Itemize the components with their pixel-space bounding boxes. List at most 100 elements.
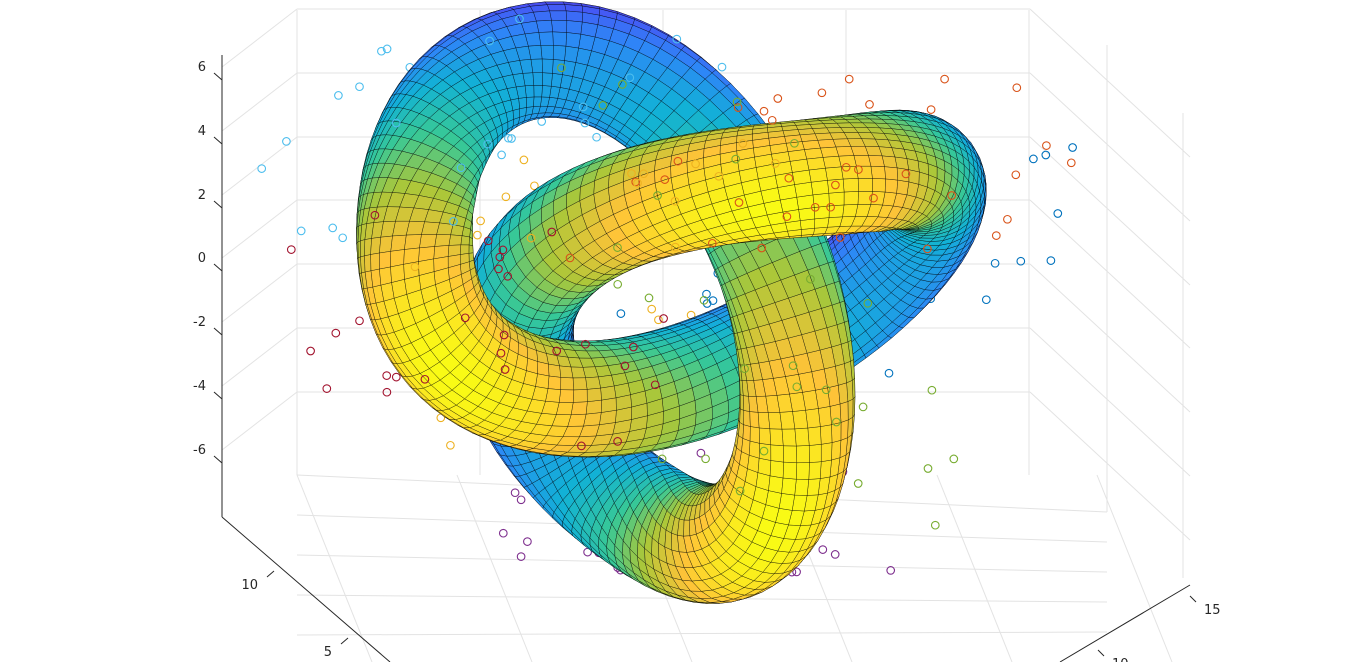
trefoil-surface: [356, 1, 987, 604]
surface-face: [533, 96, 542, 107]
x-tick-label: 10: [1112, 657, 1129, 662]
surface-face: [806, 478, 821, 496]
y-axis-ticks: 105: [241, 570, 349, 660]
surface-face: [565, 10, 583, 23]
scatter-marker: [830, 550, 840, 559]
surface-face: [548, 363, 561, 378]
surface-face: [560, 377, 574, 391]
surface-face: [533, 85, 543, 98]
scatter-marker: [1029, 154, 1038, 164]
grid-line: [456, 474, 533, 662]
scatter-marker: [516, 552, 526, 561]
scatter-marker: [949, 454, 959, 464]
scatter-marker: [1066, 158, 1076, 168]
surface-face: [757, 457, 772, 477]
surface-face: [601, 397, 617, 413]
scatter-marker: [498, 528, 508, 538]
grid-line: [296, 631, 1108, 636]
surface-face: [532, 72, 543, 86]
scatter-marker: [507, 134, 516, 143]
grid-line: [221, 391, 298, 451]
surface-face: [585, 399, 602, 415]
surface-face: [357, 240, 361, 258]
z-tick-label: -6: [193, 443, 206, 458]
scatter-marker: [990, 258, 1000, 268]
surface-face: [547, 4, 567, 12]
surface-face: [570, 366, 586, 379]
grid-line: [936, 474, 1013, 662]
grid-line: [296, 474, 373, 662]
scatter-marker: [530, 181, 539, 191]
grid-line: [221, 327, 298, 387]
surface-face: [831, 440, 842, 461]
scatter-marker: [616, 309, 626, 318]
z-tick-mark: [213, 136, 223, 145]
z-tick-label: 6: [198, 60, 206, 75]
surface-face: [536, 20, 553, 33]
grid-line: [221, 8, 298, 68]
surface-face: [792, 410, 808, 430]
z-tick-mark: [213, 327, 223, 336]
grid-line: [1029, 391, 1191, 541]
surface-face: [779, 411, 796, 430]
surface-face: [839, 401, 849, 423]
surface-face: [585, 376, 601, 390]
surface-face: [781, 477, 797, 496]
surface-face: [570, 401, 588, 415]
surface-face: [818, 406, 832, 427]
y-tick-mark: [340, 637, 349, 645]
surface-face: [552, 59, 565, 75]
scatter-marker: [1041, 150, 1051, 160]
surface-face: [794, 479, 809, 496]
surface-face: [600, 385, 617, 401]
surface-face: [572, 377, 588, 391]
surface-face: [778, 493, 795, 511]
surface-face: [794, 427, 810, 447]
grid-line: [1029, 136, 1191, 286]
surface-face: [757, 412, 771, 429]
surface-face: [805, 408, 821, 429]
grid-line: [221, 136, 298, 196]
axes-box: [221, 55, 1191, 662]
scatter-marker: [702, 299, 712, 308]
z-tick-label: -2: [193, 315, 206, 330]
scatter-marker: [1016, 256, 1026, 266]
surface-face: [820, 424, 833, 445]
surface-face: [524, 85, 535, 98]
scatter-marker: [1068, 143, 1077, 152]
surface-face: [586, 387, 602, 402]
scatter-marker: [473, 230, 482, 240]
z-tick-mark: [213, 200, 223, 209]
surface-face: [518, 97, 527, 109]
grid-line: [1029, 263, 1191, 413]
surface-face: [809, 444, 822, 463]
surface-face: [783, 445, 797, 463]
surface-face: [821, 442, 833, 462]
z-tick-label: 0: [198, 251, 206, 266]
surface-face: [565, 32, 582, 49]
grid-line: [221, 72, 298, 132]
surface-face: [781, 428, 797, 447]
surface-face: [749, 426, 760, 444]
x-axis-ticks: 1510: [1097, 595, 1221, 662]
surface-face: [749, 411, 760, 429]
surface-face: [829, 403, 842, 425]
grid-line: [1029, 199, 1191, 349]
scatter-marker: [923, 464, 933, 473]
surface-face: [749, 440, 760, 459]
surface-face: [759, 443, 772, 461]
surface-face: [796, 462, 810, 480]
surface-face: [768, 412, 783, 430]
surface-face: [759, 427, 771, 446]
x-tick-label: 15: [1204, 603, 1221, 618]
surface-face: [540, 45, 554, 60]
grid-line: [1029, 327, 1191, 477]
surface-face: [541, 85, 552, 98]
surface-face: [664, 529, 672, 551]
surface-face: [769, 460, 784, 479]
scatter-marker: [446, 440, 455, 450]
surface-face: [559, 389, 574, 403]
x-tick-mark: [1189, 595, 1197, 603]
surface-face: [547, 375, 561, 390]
